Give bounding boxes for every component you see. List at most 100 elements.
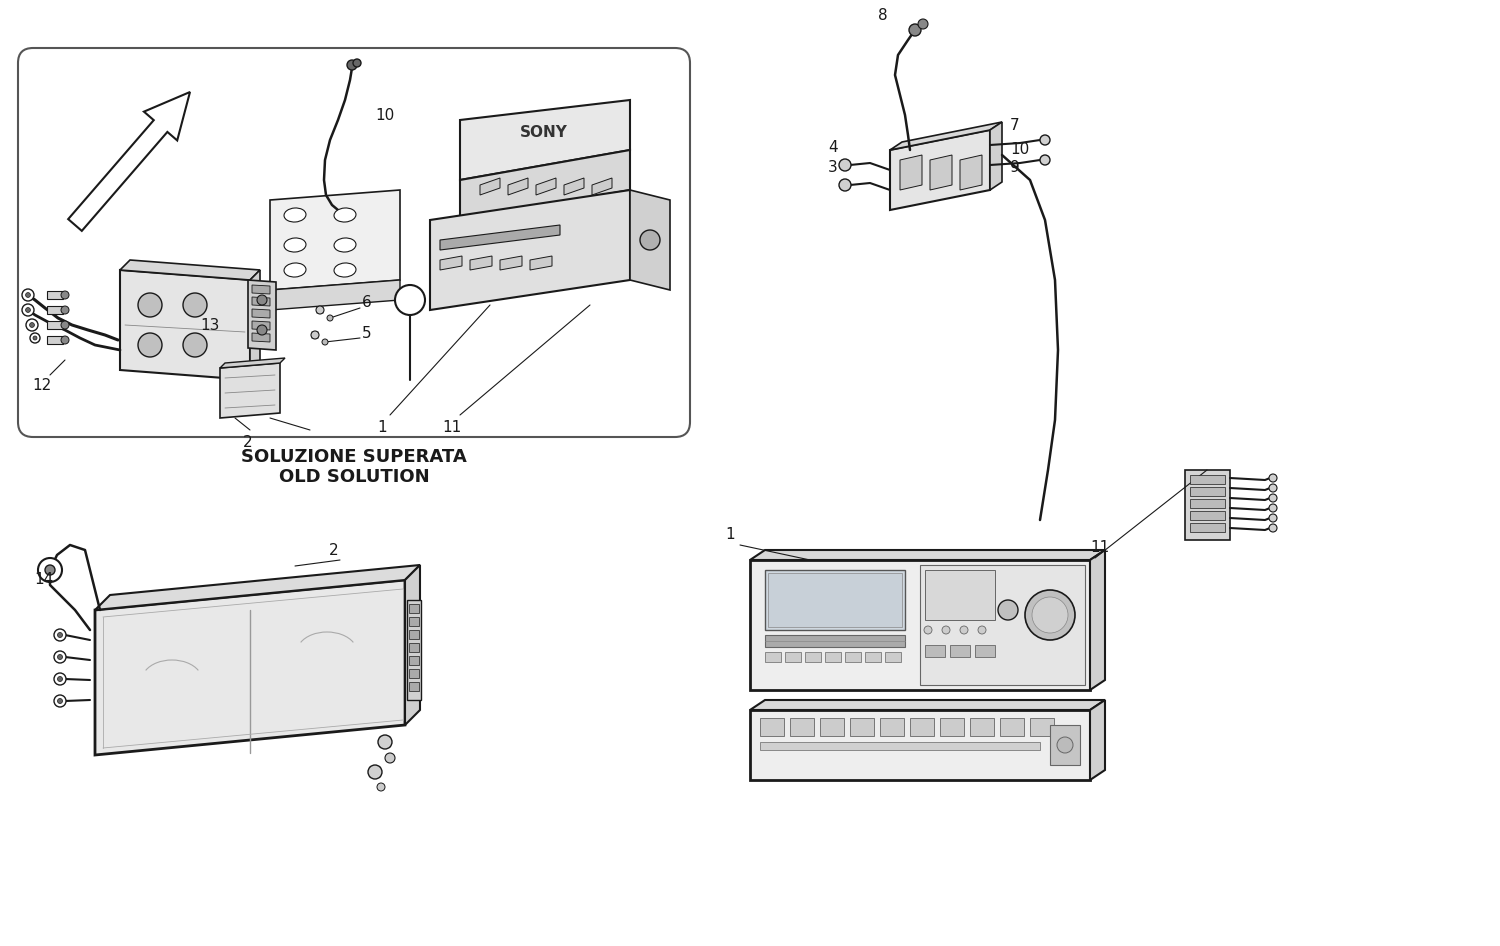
- Polygon shape: [405, 565, 420, 725]
- Polygon shape: [94, 565, 420, 610]
- Polygon shape: [252, 285, 270, 294]
- Polygon shape: [750, 700, 1106, 710]
- Circle shape: [1269, 504, 1276, 512]
- Polygon shape: [252, 321, 270, 330]
- Polygon shape: [564, 178, 584, 195]
- Circle shape: [640, 230, 660, 250]
- Circle shape: [1032, 597, 1068, 633]
- Polygon shape: [270, 190, 400, 290]
- Circle shape: [138, 293, 162, 317]
- Circle shape: [22, 289, 34, 301]
- Bar: [784, 652, 801, 662]
- Polygon shape: [960, 155, 982, 190]
- Bar: [926, 570, 994, 620]
- Text: 5: 5: [362, 325, 372, 341]
- Circle shape: [942, 626, 950, 634]
- Bar: [765, 652, 782, 662]
- Polygon shape: [750, 560, 1090, 690]
- Circle shape: [26, 307, 30, 312]
- Polygon shape: [500, 256, 522, 270]
- Polygon shape: [120, 270, 250, 380]
- Circle shape: [1024, 590, 1075, 640]
- Polygon shape: [68, 92, 190, 231]
- Bar: [410, 682, 419, 691]
- Circle shape: [368, 765, 382, 779]
- Bar: [765, 570, 904, 630]
- Circle shape: [352, 59, 362, 67]
- Text: 2: 2: [328, 543, 338, 558]
- Circle shape: [138, 333, 162, 357]
- Ellipse shape: [334, 208, 356, 222]
- Circle shape: [54, 651, 66, 663]
- Circle shape: [38, 558, 62, 582]
- Circle shape: [62, 306, 69, 314]
- Circle shape: [26, 319, 38, 331]
- Circle shape: [30, 323, 34, 327]
- Circle shape: [183, 333, 207, 357]
- Bar: [975, 645, 994, 657]
- Polygon shape: [270, 280, 400, 310]
- Circle shape: [57, 676, 63, 681]
- Bar: [970, 718, 994, 736]
- Text: SONY: SONY: [520, 125, 568, 140]
- Bar: [768, 573, 902, 627]
- Ellipse shape: [284, 238, 306, 252]
- Circle shape: [386, 753, 394, 763]
- Bar: [1190, 511, 1225, 520]
- Circle shape: [1269, 494, 1276, 502]
- Circle shape: [839, 159, 850, 171]
- Polygon shape: [470, 256, 492, 270]
- Polygon shape: [248, 280, 276, 350]
- Ellipse shape: [334, 238, 356, 252]
- Circle shape: [378, 735, 392, 749]
- Polygon shape: [930, 155, 952, 190]
- Circle shape: [376, 783, 386, 791]
- Bar: [760, 742, 1040, 750]
- Bar: [1030, 718, 1054, 736]
- Polygon shape: [440, 225, 560, 250]
- Bar: [926, 645, 945, 657]
- Text: 13: 13: [201, 318, 219, 332]
- Circle shape: [909, 24, 921, 36]
- Bar: [1190, 499, 1225, 508]
- Bar: [1050, 725, 1080, 765]
- Text: 1: 1: [726, 527, 735, 542]
- Bar: [410, 669, 419, 678]
- Circle shape: [57, 655, 63, 659]
- Ellipse shape: [284, 208, 306, 222]
- Circle shape: [57, 633, 63, 638]
- Circle shape: [346, 60, 357, 70]
- Ellipse shape: [284, 263, 306, 277]
- Circle shape: [256, 325, 267, 335]
- Bar: [406, 600, 422, 700]
- Circle shape: [33, 336, 38, 340]
- Circle shape: [22, 304, 34, 316]
- Circle shape: [54, 673, 66, 685]
- Text: SOLUZIONE SUPERATA: SOLUZIONE SUPERATA: [242, 448, 466, 466]
- Circle shape: [839, 179, 850, 191]
- Circle shape: [45, 565, 56, 575]
- Polygon shape: [460, 150, 630, 220]
- Text: 3: 3: [828, 161, 837, 176]
- Polygon shape: [750, 710, 1090, 780]
- Polygon shape: [252, 333, 270, 342]
- Circle shape: [1269, 514, 1276, 522]
- Bar: [940, 718, 964, 736]
- Circle shape: [978, 626, 986, 634]
- Circle shape: [1040, 155, 1050, 165]
- Bar: [765, 635, 904, 647]
- Circle shape: [256, 295, 267, 305]
- Circle shape: [1269, 484, 1276, 492]
- Bar: [46, 306, 63, 314]
- Circle shape: [54, 695, 66, 707]
- Text: 11: 11: [442, 420, 462, 435]
- Polygon shape: [530, 256, 552, 270]
- Polygon shape: [120, 260, 260, 280]
- Circle shape: [327, 315, 333, 321]
- Circle shape: [998, 600, 1018, 620]
- Ellipse shape: [334, 263, 356, 277]
- Circle shape: [57, 698, 63, 704]
- Polygon shape: [252, 297, 270, 306]
- Circle shape: [1058, 737, 1072, 753]
- Bar: [46, 321, 63, 329]
